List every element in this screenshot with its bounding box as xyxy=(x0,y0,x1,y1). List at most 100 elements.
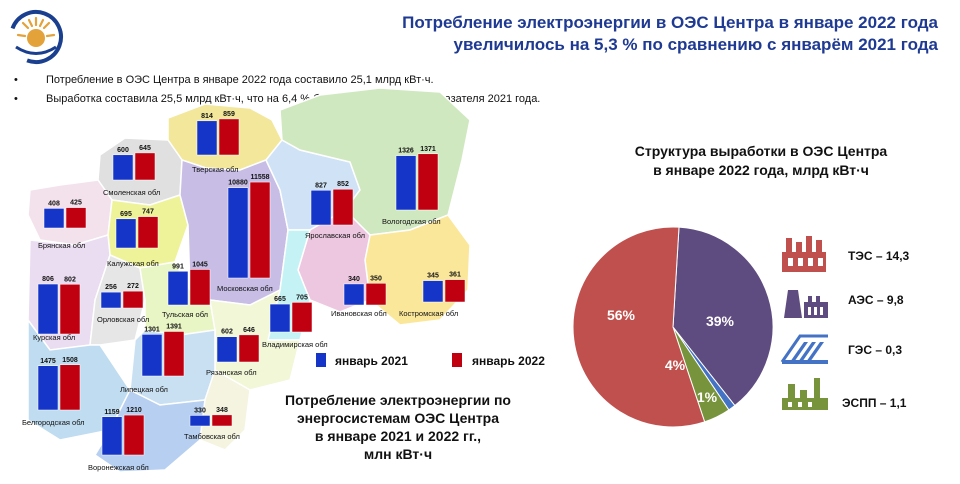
title-line-1: Потребление электроэнергии в ОЭС Центра … xyxy=(402,13,938,32)
bar-value-2022: 1391 xyxy=(166,323,182,330)
bar-2022 xyxy=(332,188,354,226)
bar-2021 xyxy=(189,415,211,427)
bar-2021 xyxy=(43,208,65,229)
bar-2021 xyxy=(101,416,123,456)
bar-2021 xyxy=(141,334,163,377)
region-name-label: Московская обл xyxy=(217,284,273,293)
region-tambov xyxy=(199,368,251,451)
bar-2022 xyxy=(211,414,233,427)
bar-2022 xyxy=(249,181,271,279)
region-bar-group: 330 348 Тамбовская обл xyxy=(184,407,240,441)
bar-2021 xyxy=(395,155,417,211)
pie-slice xyxy=(572,226,706,428)
bar-value-2021: 345 xyxy=(427,273,439,280)
region-name-label: Тверская обл xyxy=(192,165,239,174)
nuclear-plant-icon xyxy=(784,290,828,318)
pie-percent-label: 1% xyxy=(697,389,718,405)
bar-2021 xyxy=(227,187,249,279)
region-name-label: Костромская обл xyxy=(399,309,458,318)
pie-percent-label: 56% xyxy=(607,307,636,323)
region-name-label: Тульская обл xyxy=(162,310,208,319)
bar-2022 xyxy=(137,216,159,249)
bar-2022 xyxy=(59,284,81,335)
bar-value-2022: 859 xyxy=(223,111,235,118)
bar-value-2022: 645 xyxy=(139,145,151,152)
bar-2022 xyxy=(218,118,240,156)
legend-swatch-2021 xyxy=(316,353,326,367)
bar-value-2022: 646 xyxy=(243,327,255,334)
region-bar-group: 695 747 Калужская обл xyxy=(107,209,159,268)
legend-label-2021: январь 2021 xyxy=(335,354,408,368)
region-bar-group: 665 705 Владимирская обл xyxy=(262,294,328,349)
map-caption-line: млн кВт·ч xyxy=(363,446,433,462)
bar-value-2022: 11558 xyxy=(250,174,269,181)
bar-2021 xyxy=(196,120,218,156)
bar-value-2022: 1210 xyxy=(126,407,142,414)
region-name-label: Ярославская обл xyxy=(305,231,365,240)
region-bar-group: 600 645 Смоленская обл xyxy=(103,145,160,197)
bar-value-2021: 330 xyxy=(194,407,206,414)
bar-value-2021: 695 xyxy=(120,211,132,218)
pie-legend: ТЭС – 14,3 АЭС – 9,8 ГЭС – 0,3 xyxy=(778,228,958,418)
region-name-label: Липецкая обл xyxy=(120,385,168,394)
bar-2022 xyxy=(238,334,260,363)
bar-value-2022: 1371 xyxy=(420,146,436,153)
generation-pie-chart: 39% 1% 4% 56% xyxy=(572,226,774,428)
region-bar-group: 991 1045 Тульская обл xyxy=(162,261,211,319)
bar-2022 xyxy=(134,152,156,181)
map-caption-line: энергосистемам ОЭС Центра xyxy=(296,410,500,426)
region-name-label: Владимирская обл xyxy=(262,340,328,349)
region-name-label: Вологодская обл xyxy=(382,217,441,226)
bar-2022 xyxy=(122,290,144,309)
region-name-label: Воронежская обл xyxy=(88,463,149,472)
region-bar-group: 256 272 Орловская обл xyxy=(97,283,149,324)
bar-value-2021: 1326 xyxy=(398,148,414,155)
title-line-2: увеличилось на 5,3 % по сравнению с янва… xyxy=(453,35,939,54)
sun-logo-icon xyxy=(9,10,63,64)
region-bar-group: 1159 1210 Воронежская обл xyxy=(88,407,149,472)
region-name-label: Калужская обл xyxy=(107,259,159,268)
region-bar-group: 814 859 Тверская обл xyxy=(192,111,240,174)
thermal-plant-icon xyxy=(782,236,826,272)
bar-value-2021: 991 xyxy=(172,263,184,270)
legend-label-tpp: ТЭС – 14,3 xyxy=(848,249,910,263)
pie-title-line-1: Структура выработки в ОЭС Центра xyxy=(634,143,888,159)
bar-value-2021: 1301 xyxy=(144,326,160,333)
bar-value-2021: 1159 xyxy=(104,409,119,416)
bar-2021 xyxy=(100,291,122,309)
region-bar-group: 345 361 Костромская обл xyxy=(399,272,466,318)
bar-value-2022: 1045 xyxy=(192,261,208,268)
region-bar-group: 1475 1508 Белгородская обл xyxy=(22,357,85,427)
legend-label-espp: ЭСПП – 1,1 xyxy=(842,396,907,410)
bar-value-2022: 272 xyxy=(127,283,139,290)
bar-value-2022: 348 xyxy=(216,407,228,414)
bar-2022 xyxy=(189,269,211,306)
bar-2022 xyxy=(417,153,439,211)
region-bar-group: 1301 1391 Липецкая обл xyxy=(120,323,185,394)
bar-2021 xyxy=(216,336,238,363)
bar-2021 xyxy=(37,365,59,411)
region-bar-group: 408 425 Брянская обл xyxy=(38,200,87,250)
pie-title: Структура выработки в ОЭС Центра в январ… xyxy=(600,142,922,180)
company-logo xyxy=(6,5,66,65)
pie-labels: 39% 1% 4% 56% xyxy=(607,307,735,405)
bar-2021 xyxy=(422,280,444,303)
bar-value-2021: 600 xyxy=(117,147,129,154)
bar-value-2021: 806 xyxy=(42,276,54,283)
bar-2022 xyxy=(123,414,145,456)
bar-2022 xyxy=(163,331,185,377)
bar-value-2022: 852 xyxy=(337,181,349,188)
region-name-label: Белгородская обл xyxy=(22,418,85,427)
page-title: Потребление электроэнергии в ОЭС Центра … xyxy=(402,12,938,56)
bullet-consumption: Потребление в ОЭС Центра в январе 2022 г… xyxy=(14,71,540,90)
bar-value-2021: 665 xyxy=(274,296,286,303)
region-name-label: Курская обл xyxy=(33,333,75,342)
region-name-label: Рязанская обл xyxy=(206,368,257,377)
region-bar-group: 1326 1371 Вологодская обл xyxy=(382,146,441,226)
bar-2021 xyxy=(112,154,134,181)
bar-2022 xyxy=(365,283,387,306)
bar-value-2022: 361 xyxy=(449,272,461,279)
bar-2021 xyxy=(167,271,189,306)
legend-label-2022: январь 2022 xyxy=(472,354,545,368)
